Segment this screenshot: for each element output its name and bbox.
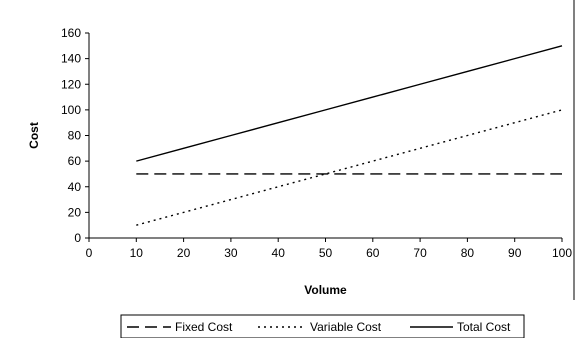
x-tick-label: 20 xyxy=(177,246,191,260)
x-tick-label: 50 xyxy=(319,246,333,260)
x-tick-label: 90 xyxy=(508,246,522,260)
x-tick-label: 60 xyxy=(366,246,380,260)
y-tick-label: 160 xyxy=(61,26,81,40)
series-0-point xyxy=(372,173,373,174)
y-axis-title: Cost xyxy=(27,122,41,149)
y-tick-label: 100 xyxy=(61,103,81,117)
series-1-point xyxy=(562,109,563,110)
series-line-1 xyxy=(136,109,563,226)
series-2-point xyxy=(278,122,279,123)
x-axis-ticks: 0 10 20 30 40 50 60 70 80 90 100 xyxy=(86,238,572,260)
x-tick-label: 80 xyxy=(461,246,475,260)
series-lines xyxy=(136,45,563,226)
series-0-point xyxy=(562,173,563,174)
series-2-point xyxy=(183,148,184,149)
series-2-point xyxy=(372,97,373,98)
y-tick-label: 20 xyxy=(68,205,82,219)
series-1-point xyxy=(325,173,326,174)
y-axis-ticks: 0 20 40 60 80 100 120 140 160 xyxy=(61,26,89,245)
series-1-point xyxy=(372,161,373,162)
series-1-point xyxy=(136,225,137,226)
series-0-point xyxy=(278,173,279,174)
series-2-point xyxy=(562,45,563,46)
x-tick-label: 40 xyxy=(272,246,286,260)
series-0-point xyxy=(467,173,468,174)
legend-box xyxy=(120,314,525,338)
y-tick-label: 60 xyxy=(68,154,82,168)
x-tick-label: 10 xyxy=(130,246,144,260)
series-0-point xyxy=(136,173,137,174)
series-2-point xyxy=(230,135,231,136)
series-1-point xyxy=(230,199,231,200)
series-1-point xyxy=(183,212,184,213)
series-2-point xyxy=(136,161,137,162)
x-axis-title: Volume xyxy=(304,283,347,297)
x-tick-label: 30 xyxy=(224,246,238,260)
series-2-point xyxy=(325,109,326,110)
legend-label-2: Total Cost xyxy=(457,320,511,334)
y-tick-label: 40 xyxy=(68,180,82,194)
series-2-point xyxy=(514,58,515,59)
x-tick-label: 70 xyxy=(413,246,427,260)
series-2-point xyxy=(467,71,468,72)
series-1-point xyxy=(420,148,421,149)
x-tick-label: 0 xyxy=(86,246,93,260)
legend-label-1: Variable Cost xyxy=(310,320,382,334)
series-1-point xyxy=(514,122,515,123)
y-tick-label: 80 xyxy=(68,129,82,143)
legend-label-0: Fixed Cost xyxy=(175,320,233,334)
series-0-point xyxy=(183,173,184,174)
y-tick-label: 0 xyxy=(74,231,81,245)
series-2-point xyxy=(420,84,421,85)
series-0-point xyxy=(514,173,515,174)
series-line-2 xyxy=(136,45,563,162)
y-tick-label: 120 xyxy=(61,77,81,91)
legend: Fixed Cost Variable Cost Total Cost xyxy=(120,314,525,338)
series-1-point xyxy=(278,186,279,187)
series-0-point xyxy=(230,173,231,174)
series-0-point xyxy=(420,173,421,174)
x-tick-label: 100 xyxy=(552,246,572,260)
series-1-point xyxy=(467,135,468,136)
y-tick-label: 140 xyxy=(61,52,81,66)
